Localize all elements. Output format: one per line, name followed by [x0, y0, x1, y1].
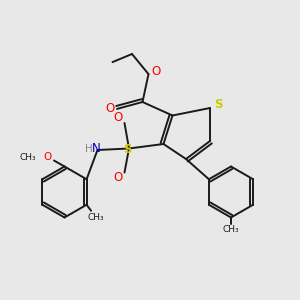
Text: CH₃: CH₃ — [87, 213, 104, 222]
Text: O: O — [152, 65, 160, 78]
Text: O: O — [114, 171, 123, 184]
Text: S: S — [214, 98, 223, 111]
Text: S: S — [124, 143, 132, 156]
Text: CH₃: CH₃ — [20, 153, 36, 162]
Text: CH₃: CH₃ — [223, 225, 239, 234]
Text: O: O — [106, 102, 115, 116]
Text: O: O — [114, 111, 123, 124]
Text: N: N — [92, 142, 100, 155]
Text: H: H — [85, 143, 92, 154]
Text: O: O — [43, 152, 52, 163]
